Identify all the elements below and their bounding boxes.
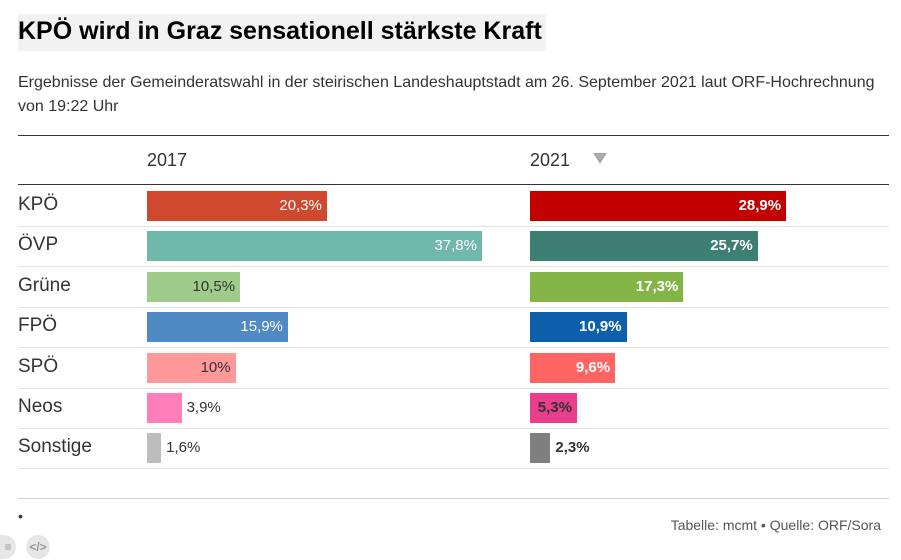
party-label: ÖVP <box>18 234 59 256</box>
bar-2021-neos[interactable]: 5,3% <box>530 393 577 423</box>
value-label: 2,3% <box>555 439 590 457</box>
row-kpo: KPÖ 20,3% 28,9% <box>18 186 889 227</box>
party-label: Neos <box>18 396 63 417</box>
share-icon[interactable]: ≡ <box>0 535 16 559</box>
bar-2017-spo[interactable]: 10% <box>147 352 236 383</box>
party-label: SPÖ <box>18 355 59 377</box>
bar-2021-sonstige[interactable]: 2,3% <box>530 433 590 464</box>
value-label: 17,3% <box>635 277 679 295</box>
value-label: 5,3% <box>537 399 572 416</box>
column-header-2017[interactable]: 2017 <box>147 150 188 170</box>
bar-2021-ovp[interactable]: 25,7% <box>530 231 758 262</box>
value-label: 15,9% <box>240 318 283 336</box>
party-label: KPÖ <box>18 194 59 215</box>
row-grune: Grüne 10,5% 17,3% <box>18 267 889 308</box>
bar-2017-sonstige[interactable]: 1,6% <box>147 433 200 464</box>
row-spo: SPÖ 10% 9,6% <box>18 348 889 389</box>
value-label: 20,3% <box>279 197 322 214</box>
bar-2021-kpo[interactable]: 28,9% <box>530 191 787 221</box>
value-label: 1,6% <box>166 439 201 457</box>
chart-subtitle: Ergebnisse der Gemeinderatswahl in der s… <box>18 74 875 115</box>
row-fpo: FPÖ 15,9% 10,9% <box>18 307 889 349</box>
row-sonstige: Sonstige 1,6% 2,3% <box>18 428 889 470</box>
value-label: 10,5% <box>192 277 236 295</box>
column-header-2021[interactable]: 2021 <box>530 150 571 170</box>
chart-title: KPÖ wird in Graz sensationell stärkste K… <box>18 14 546 51</box>
source-note: Tabelle: mcmt • Quelle: ORF/Sora <box>670 517 881 533</box>
bar-2017-ovp[interactable]: 37,8% <box>147 231 482 262</box>
row-ovp: ÖVP 37,8% 25,7% <box>18 226 889 268</box>
bar-2017-neos[interactable]: 3,9% <box>147 393 221 423</box>
header-bottom-rule <box>18 184 889 185</box>
bar-2017-grune[interactable]: 10,5% <box>147 271 241 302</box>
party-label: Sonstige <box>18 436 92 458</box>
value-label: 3,9% <box>186 399 221 416</box>
embed-code-icon[interactable]: </> <box>26 535 50 559</box>
party-label: Grüne <box>18 274 71 296</box>
row-neos: Neos 3,9% 5,3% <box>18 388 889 429</box>
bar-2017-kpo[interactable]: 20,3% <box>147 191 327 221</box>
value-label: 9,6% <box>575 358 611 376</box>
value-label: 37,8% <box>434 237 477 255</box>
bar-2021-fpo[interactable]: 10,9% <box>530 312 627 343</box>
bar-2021-spo[interactable]: 9,6% <box>530 352 616 383</box>
value-label: 10% <box>200 358 231 376</box>
footer-rule <box>18 498 889 499</box>
bar-2017-fpo[interactable]: 15,9% <box>147 312 288 343</box>
value-label: 10,9% <box>579 318 622 336</box>
value-label: 28,9% <box>738 197 782 214</box>
sort-descending-icon[interactable] <box>593 153 607 164</box>
header-top-rule <box>18 135 889 136</box>
party-label: FPÖ <box>18 315 58 337</box>
footer-bullet: • <box>18 508 23 524</box>
value-label: 25,7% <box>710 237 753 255</box>
bar-2021-grune[interactable]: 17,3% <box>530 271 684 302</box>
corner-icons: ≡ </> <box>0 535 50 559</box>
